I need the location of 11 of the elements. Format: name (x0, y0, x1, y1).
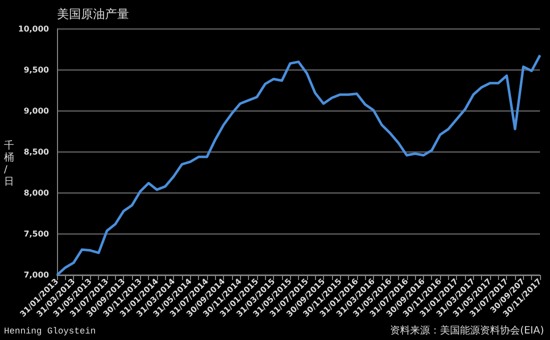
y-tick-label: 9,000 (24, 106, 50, 116)
text: 资料来源：美国能源资料协会(EIA) (390, 324, 544, 336)
y-tick-label: 8,500 (24, 148, 50, 156)
y-tick-label: 8,000 (24, 188, 50, 198)
y-axis-title: 千桶/日 (4, 140, 14, 188)
y-tick-label: 9,500 (24, 66, 50, 74)
chart-title: 美国原油产量 (57, 7, 129, 21)
y-tick-label: 10,000 (18, 24, 50, 34)
text: Henning Gloystein (4, 326, 96, 336)
y-tick-label: 7,500 (24, 230, 50, 238)
y-tick-label: 7,000 (24, 270, 50, 280)
